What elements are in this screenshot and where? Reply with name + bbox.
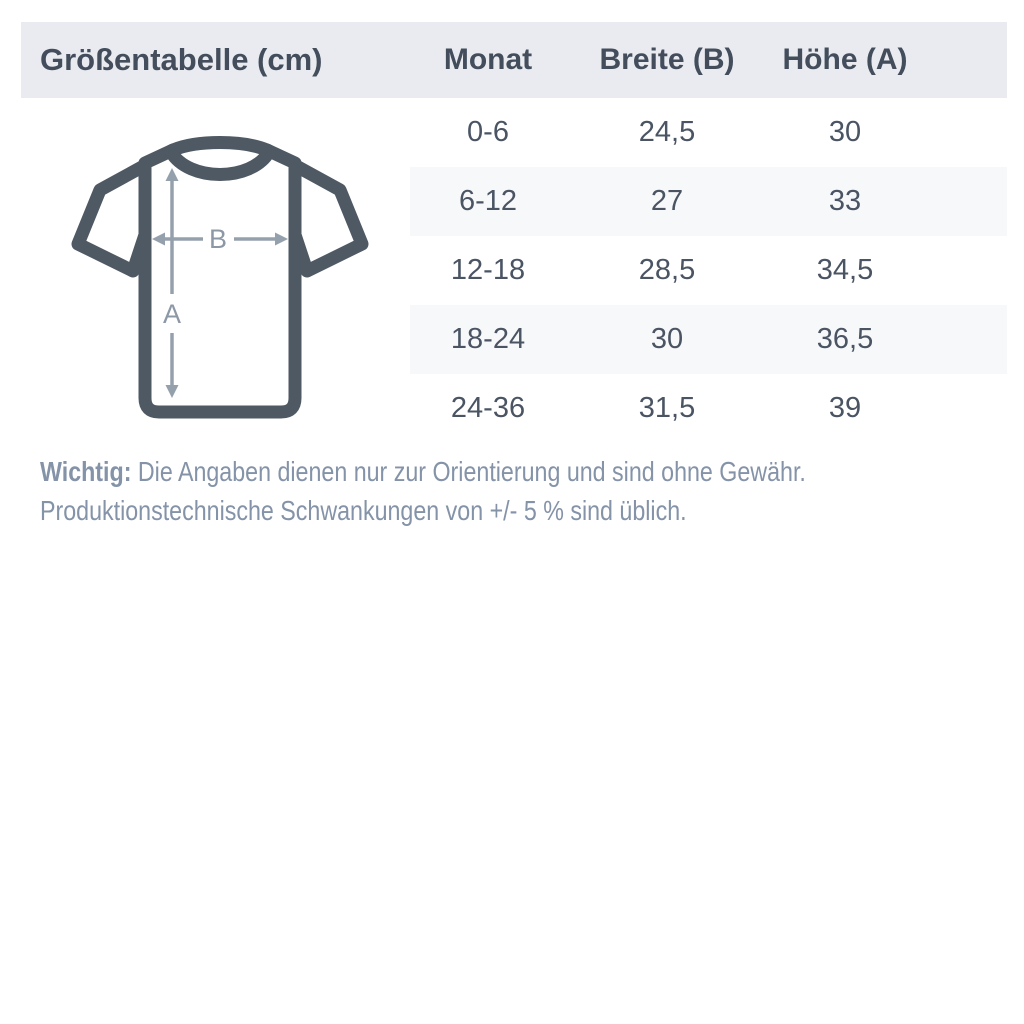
column-header-breite: Breite (B) bbox=[599, 43, 735, 76]
cell-monat: 0-6 bbox=[467, 116, 509, 148]
note-line-2: Produktionstechnische Schwankungen von +… bbox=[40, 495, 687, 526]
table-row: 12-18 28,5 34,5 bbox=[410, 236, 1007, 305]
arrowheads bbox=[152, 168, 288, 398]
table-row: 24-36 31,5 39 bbox=[410, 374, 1007, 443]
note-line-1: Wichtig: Die Angaben dienen nur zur Orie… bbox=[40, 452, 853, 491]
cell-monat: 6-12 bbox=[458, 185, 518, 217]
cell-hoehe: 36,5 bbox=[816, 323, 874, 355]
width-label: B bbox=[209, 224, 227, 254]
height-label: A bbox=[163, 299, 181, 329]
cell-hoehe: 30 bbox=[828, 116, 862, 148]
cell-breite: 31,5 bbox=[638, 392, 696, 424]
important-note: Wichtig: Die Angaben dienen nur zur Orie… bbox=[40, 452, 853, 530]
tshirt-body-outline bbox=[138, 136, 302, 419]
cell-hoehe: 34,5 bbox=[816, 254, 874, 286]
cell-breite: 27 bbox=[650, 185, 684, 217]
cell-hoehe: 33 bbox=[828, 185, 862, 217]
cell-breite: 24,5 bbox=[638, 116, 696, 148]
cell-hoehe: 39 bbox=[828, 392, 862, 424]
tshirt-diagram: B A bbox=[71, 136, 369, 419]
cell-monat: 24-36 bbox=[450, 392, 526, 424]
note-line1-text: Die Angaben dienen nur zur Orientierung … bbox=[131, 456, 806, 487]
cell-breite: 28,5 bbox=[638, 254, 696, 286]
cell-breite: 30 bbox=[650, 323, 684, 355]
tshirt-collar bbox=[164, 145, 276, 181]
cell-monat: 12-18 bbox=[450, 254, 526, 286]
note-label: Wichtig: bbox=[40, 456, 132, 487]
table-row: 0-6 24,5 30 bbox=[410, 98, 1007, 167]
cell-monat: 18-24 bbox=[450, 323, 526, 355]
table-row: 18-24 30 36,5 bbox=[410, 305, 1007, 374]
table-header-band bbox=[21, 22, 1007, 98]
column-header-hoehe: Höhe (A) bbox=[782, 43, 908, 76]
column-header-monat: Monat bbox=[443, 43, 533, 76]
chart-title: Größentabelle (cm) bbox=[40, 42, 323, 77]
table-row: 6-12 27 33 bbox=[410, 167, 1007, 236]
